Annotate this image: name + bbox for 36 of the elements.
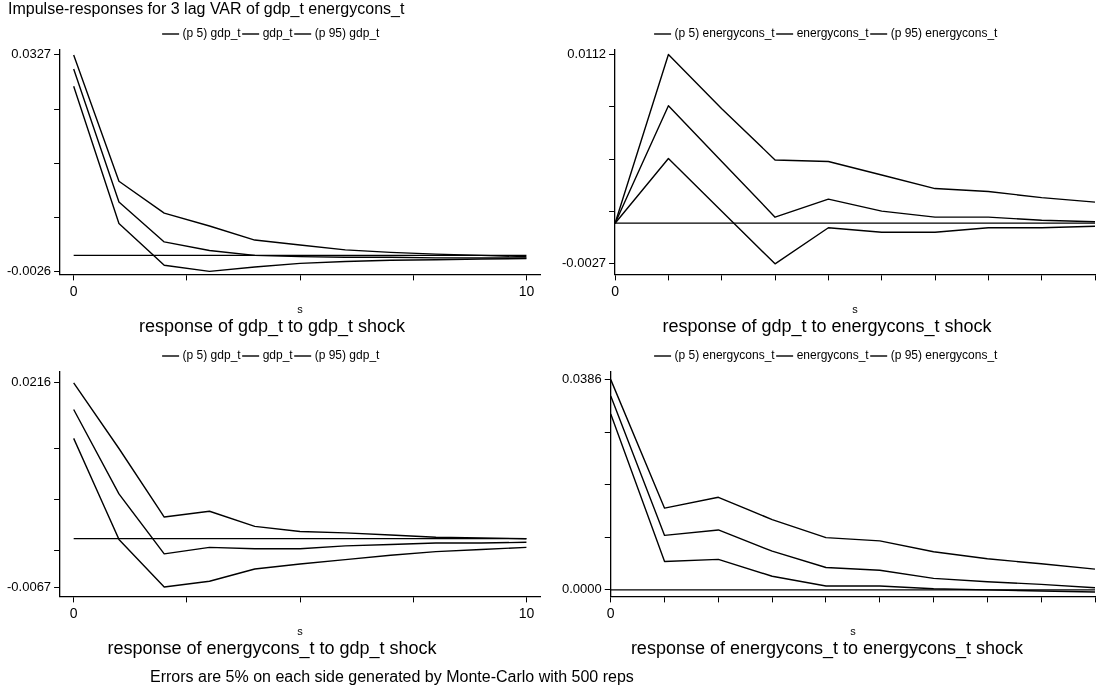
- legend-label: (p 95) energycons_t: [890, 348, 999, 363]
- legend-label: energycons_t: [796, 26, 870, 41]
- legend-label: gdp_t: [262, 348, 294, 363]
- x-tick-label: 0: [606, 604, 615, 621]
- text: Errors are 5% on each side generated by Monte-Carlo with 500 reps: [150, 668, 634, 686]
- legend-label: gdp_t: [262, 26, 294, 41]
- legend-label: (p 95) gdp_t: [314, 26, 381, 41]
- y-tick-label: -0.0067: [7, 578, 52, 594]
- y-tick-label: 0.0386: [562, 371, 602, 387]
- text: response of gdp_t to energycons_t shock: [662, 316, 993, 338]
- x-tick-label: 0: [69, 282, 78, 299]
- y-tick-label: -0.0027: [562, 255, 607, 271]
- legend-label: (p 5) gdp_t: [182, 26, 242, 41]
- x-tick-label: 10: [518, 604, 535, 621]
- legend-label: (p 95) gdp_t: [314, 348, 381, 363]
- x-tick-label: 0: [611, 282, 620, 299]
- legend-label: energycons_t: [796, 348, 870, 363]
- text: response of energycons_t to energycons_t shock: [630, 638, 1025, 660]
- text: Impulse-responses for 3 lag VAR of gdp_t energycons_t: [8, 0, 405, 18]
- legend-label: (p 5) energycons_t: [674, 348, 776, 363]
- x-axis-title: s: [850, 624, 857, 637]
- x-axis-title: s: [297, 624, 304, 637]
- x-tick-label: 10: [518, 282, 535, 299]
- y-tick-label: 0.0216: [11, 374, 52, 390]
- y-tick-label: -0.0026: [7, 262, 52, 278]
- legend-label: (p 5) energycons_t: [674, 26, 776, 41]
- text: response of energycons_t to gdp_t shock: [107, 638, 438, 660]
- y-tick-label: 0.0000: [562, 581, 602, 597]
- legend-label: (p 5) gdp_t: [182, 348, 242, 363]
- x-axis-title: s: [297, 302, 304, 315]
- y-tick-label: 0.0327: [11, 46, 52, 62]
- y-tick-label: 0.0112: [567, 46, 607, 62]
- legend-label: (p 95) energycons_t: [890, 26, 999, 41]
- x-axis-title: s: [852, 302, 859, 315]
- text: response of gdp_t to gdp_t shock: [138, 316, 407, 338]
- x-tick-label: 0: [69, 604, 78, 621]
